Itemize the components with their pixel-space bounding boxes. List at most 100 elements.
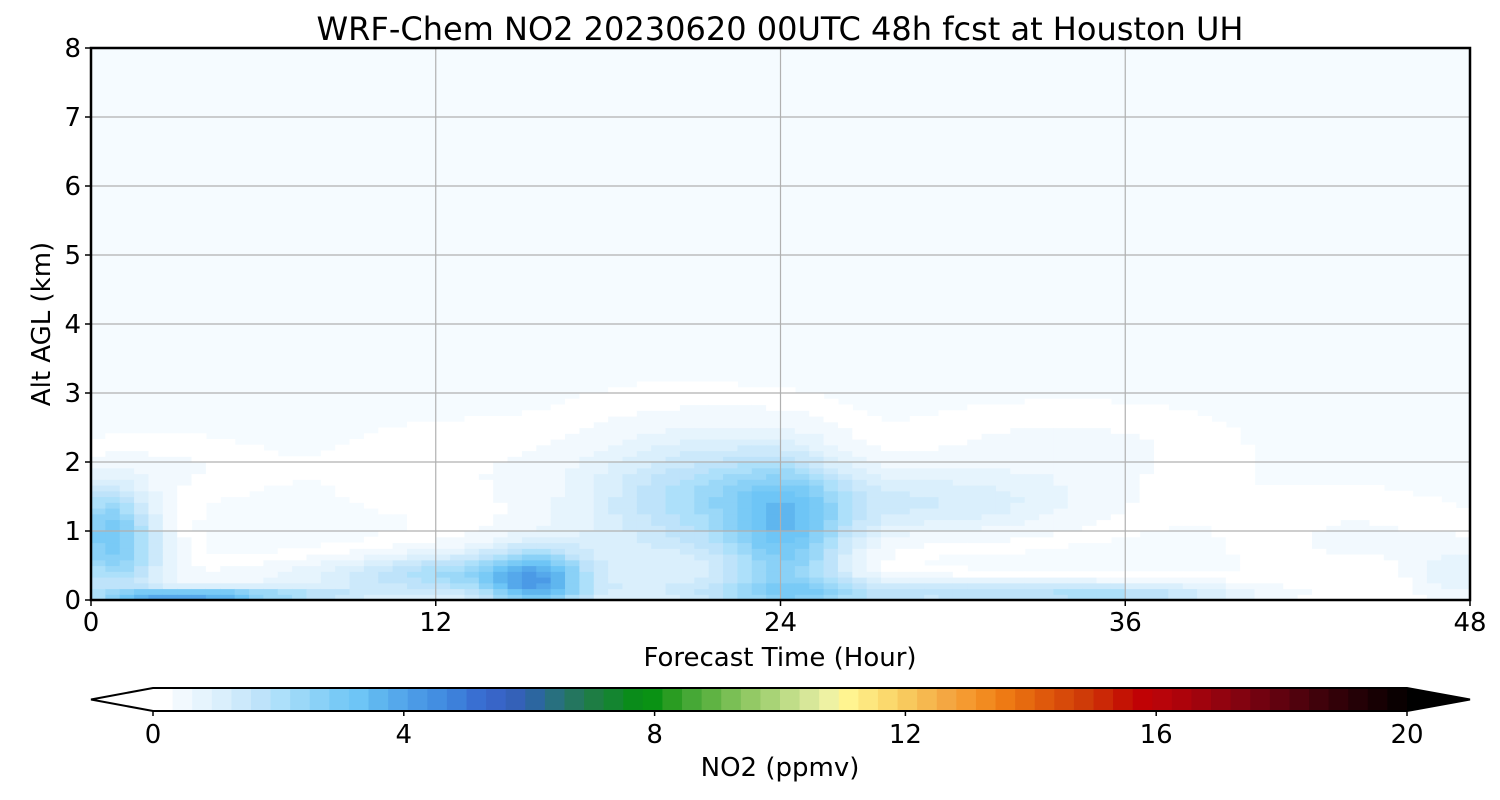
- field-cell: [177, 582, 193, 590]
- field-cell: [751, 513, 767, 521]
- field-cell: [823, 473, 839, 480]
- field-cell: [421, 554, 437, 561]
- field-cell: [464, 559, 480, 567]
- field-cell: [1268, 502, 1284, 509]
- field-cell: [464, 525, 480, 532]
- field-cell: [694, 456, 710, 463]
- field-cell: [349, 571, 365, 578]
- field-cell: [378, 496, 394, 503]
- field-cell: [306, 577, 322, 584]
- field-cell: [694, 536, 710, 544]
- field-cell: [1240, 473, 1256, 480]
- field-cell: [1225, 594, 1241, 601]
- field-cell: [162, 444, 178, 452]
- field-cell: [881, 427, 897, 434]
- field-cell: [378, 542, 394, 549]
- field-cell: [737, 496, 753, 503]
- field-cell: [1369, 571, 1385, 578]
- field-cell: [435, 565, 451, 572]
- field-cell: [1024, 439, 1040, 446]
- field-cell: [162, 594, 178, 601]
- field-cell: [435, 496, 451, 503]
- field-cell: [837, 410, 853, 417]
- field-cell: [1441, 565, 1457, 572]
- field-cell: [1311, 508, 1327, 515]
- field-cell: [277, 588, 293, 595]
- field-cell: [1326, 485, 1342, 492]
- field-cell: [608, 565, 624, 572]
- field-cell: [191, 485, 207, 492]
- field-cell: [550, 582, 566, 590]
- field-cell: [320, 548, 336, 555]
- field-cell: [909, 450, 925, 457]
- field-cell: [593, 577, 609, 584]
- field-cell: [134, 565, 150, 572]
- field-cell: [177, 508, 193, 515]
- field-cell: [1268, 565, 1284, 572]
- field-cell: [995, 577, 1011, 584]
- field-cell: [622, 594, 638, 601]
- field-cell: [679, 387, 695, 394]
- field-cell: [1110, 404, 1126, 411]
- field-cell: [1412, 513, 1428, 521]
- field-cell: [1197, 439, 1213, 446]
- field-cell: [536, 525, 552, 532]
- field-cell: [995, 496, 1011, 503]
- field-cell: [363, 467, 379, 475]
- field-cell: [1355, 525, 1371, 532]
- field-cell: [521, 467, 537, 475]
- field-cell: [134, 531, 150, 538]
- field-cell: [737, 508, 753, 515]
- field-cell: [105, 536, 121, 544]
- field-cell: [536, 548, 552, 555]
- field-cell: [148, 525, 164, 532]
- colorbar-segment: [936, 688, 957, 711]
- field-cell: [263, 571, 279, 578]
- field-cell: [967, 582, 983, 590]
- field-cell: [1110, 513, 1126, 521]
- field-cell: [1211, 421, 1227, 429]
- field-cell: [723, 467, 738, 475]
- field-cell: [837, 490, 853, 498]
- field-cell: [708, 594, 724, 601]
- field-cell: [349, 444, 365, 452]
- field-cell: [565, 421, 580, 429]
- field-cell: [205, 444, 221, 452]
- field-cell: [708, 485, 724, 492]
- field-cell: [837, 594, 853, 601]
- field-cell: [234, 582, 250, 590]
- field-cell: [450, 565, 466, 572]
- field-cell: [981, 577, 997, 584]
- field-cell: [1010, 588, 1026, 595]
- field-cell: [392, 559, 408, 567]
- field-cell: [766, 502, 782, 509]
- field-cell: [277, 548, 293, 555]
- field-cell: [823, 444, 839, 452]
- field-cell: [881, 582, 897, 590]
- field-cell: [234, 485, 250, 492]
- field-cell: [881, 577, 897, 584]
- field-cell: [593, 571, 609, 578]
- colorbar-segment: [329, 688, 350, 711]
- field-cell: [1268, 588, 1284, 595]
- field-cell: [507, 450, 523, 457]
- field-cell: [622, 444, 638, 452]
- field-cell: [651, 410, 667, 417]
- field-cell: [665, 565, 681, 572]
- field-cell: [1039, 456, 1055, 463]
- field-cell: [177, 559, 193, 567]
- colorbar: [90, 687, 1471, 712]
- field-cell: [636, 473, 652, 480]
- field-cell: [565, 542, 580, 549]
- field-cell: [751, 588, 767, 595]
- field-cell: [967, 421, 983, 429]
- field-cell: [1053, 450, 1069, 457]
- field-cell: [608, 577, 624, 584]
- field-cell: [1268, 559, 1284, 567]
- field-cell: [881, 467, 897, 475]
- field-cell: [565, 416, 580, 423]
- field-cell: [1283, 519, 1299, 526]
- field-cell: [622, 398, 638, 406]
- field-cell: [191, 473, 207, 480]
- field-cell: [1024, 577, 1040, 584]
